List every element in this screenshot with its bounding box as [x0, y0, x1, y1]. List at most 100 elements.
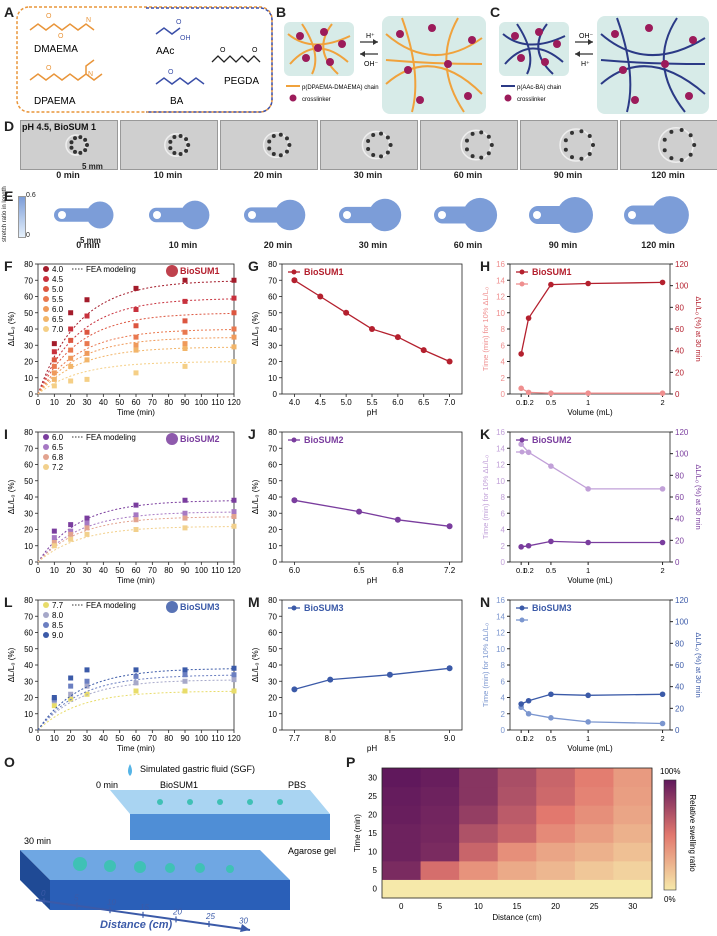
- data-point: [518, 544, 524, 550]
- y-tick-label: 60: [24, 461, 33, 470]
- data-point: [133, 307, 139, 312]
- data-point: [518, 701, 524, 707]
- heatmap-cell: [497, 823, 537, 843]
- fea-fit-line: [37, 679, 235, 731]
- data-point: [133, 517, 139, 523]
- panel-d-frame: [20, 120, 118, 170]
- x-axis-title: Time (min): [117, 408, 155, 417]
- x-tick-label: 0: [36, 566, 41, 575]
- data-point: [343, 309, 350, 316]
- y-right-title: ΔL/L₀ (%) at 30 min: [694, 296, 703, 361]
- legend-label: 7.7: [52, 601, 64, 610]
- y-tick-label: 0: [373, 885, 378, 894]
- legend-label: 6.0: [52, 433, 64, 442]
- legend-fea-label: FEA modeling: [86, 433, 136, 442]
- data-point: [659, 486, 666, 492]
- heatmap-colorbar: [663, 779, 677, 891]
- panel-e-fea-shape: [529, 197, 593, 233]
- panel-e-time-label: 30 min: [358, 240, 388, 250]
- data-point: [548, 691, 554, 698]
- panel-label-c: C: [490, 4, 501, 20]
- panel-o-time30: 30 min: [24, 836, 51, 846]
- heatmap-cell: [459, 879, 499, 899]
- panel-d-frame: [420, 120, 518, 170]
- panel-e-fea-shape: [149, 200, 210, 230]
- heatmap-cell: [536, 768, 576, 788]
- x-tick-label: 80: [164, 398, 173, 407]
- panel-d-scale: 5 mm: [82, 162, 103, 171]
- heatmap-cell: [459, 786, 499, 806]
- y-right-tick-label: 20: [675, 368, 684, 377]
- y-right-tick-label: 60: [675, 661, 684, 670]
- x-tick-label: 6.8: [392, 566, 404, 575]
- y-axis-title: ΔL/L₀ (%): [7, 311, 16, 346]
- y-axis-title: ΔL/L₀ (%): [251, 647, 260, 682]
- heatmap-cell: [613, 842, 653, 862]
- data-point: [133, 673, 139, 679]
- x-tick-label: 6.0: [392, 398, 404, 407]
- y-left-tick-label: 8: [501, 325, 506, 334]
- data-point: [133, 285, 139, 291]
- y-tick-label: 80: [268, 428, 277, 437]
- y-tick-label: 0: [273, 558, 278, 567]
- y-tick-label: 5: [373, 866, 378, 875]
- x-tick-label: 2: [660, 566, 664, 575]
- legend-label: 7.0: [52, 325, 64, 334]
- fea-fit-line: [37, 361, 234, 395]
- x-axis-title: Distance (cm): [492, 913, 542, 922]
- y-right-tick-label: 20: [675, 536, 684, 545]
- x-axis-title: pH: [367, 408, 377, 417]
- legend-marker: [43, 444, 49, 450]
- data-point: [659, 539, 666, 546]
- x-tick-label: 70: [148, 734, 157, 743]
- x-tick-label: 60: [132, 566, 141, 575]
- data-point: [585, 719, 591, 725]
- series-line: [520, 443, 663, 490]
- data-point: [182, 515, 188, 521]
- svg-text:N: N: [86, 17, 91, 24]
- x-tick-label: 15: [513, 902, 522, 911]
- y-left-tick-label: 4: [501, 358, 506, 367]
- x-tick-label: 110: [211, 734, 224, 743]
- data-point: [51, 363, 57, 369]
- x-tick-label: 6.0: [289, 566, 301, 575]
- y-right-tick-label: 80: [675, 639, 684, 648]
- data-point: [68, 310, 74, 316]
- data-point: [585, 390, 591, 396]
- panel-c-crosslinker-legend: crosslinker: [517, 97, 546, 103]
- heatmap-cell: [459, 768, 499, 788]
- x-tick-label: 70: [148, 398, 157, 407]
- panel-d-frame: [620, 120, 717, 170]
- y-tick-label: 30: [368, 773, 377, 782]
- data-point: [68, 378, 74, 384]
- data-point: [182, 277, 188, 283]
- data-point: [182, 298, 188, 304]
- y-tick-label: 50: [24, 477, 33, 486]
- y-left-tick-label: 4: [501, 694, 506, 703]
- legend-marker: [43, 602, 49, 608]
- x-tick-label: 60: [132, 398, 141, 407]
- svg-text:O: O: [46, 65, 52, 72]
- data-point: [231, 677, 237, 683]
- y-tick-label: 60: [268, 293, 277, 302]
- chart-I: 0 10 20 30 40 50 60 70 80 ΔL/L₀ (%) 0 10 20 30 40 50 60 7…: [7, 428, 241, 585]
- y-axis-title: ΔL/L₀ (%): [7, 647, 16, 682]
- x-tick-label: 50: [115, 566, 124, 575]
- y-right-tick-label: 40: [675, 515, 684, 524]
- x-tick-label: 0.1: [516, 566, 526, 575]
- y-left-tick-label: 10: [496, 477, 505, 486]
- y-right-tick-label: 40: [675, 683, 684, 692]
- colorbar-min: 0%: [664, 895, 676, 904]
- heatmap-cell: [382, 860, 422, 880]
- x-tick-label: 40: [99, 566, 108, 575]
- data-point: [525, 315, 532, 321]
- x-axis-title: Volume (mL): [567, 576, 613, 585]
- legend-label: BioSUM2: [304, 435, 344, 445]
- legend-label: 9.0: [52, 631, 64, 640]
- x-tick-label: 30: [83, 734, 92, 743]
- y-right-tick-label: 100: [675, 282, 689, 291]
- heatmap-cell: [536, 823, 576, 843]
- data-point: [68, 675, 74, 681]
- y-left-tick-label: 8: [501, 493, 506, 502]
